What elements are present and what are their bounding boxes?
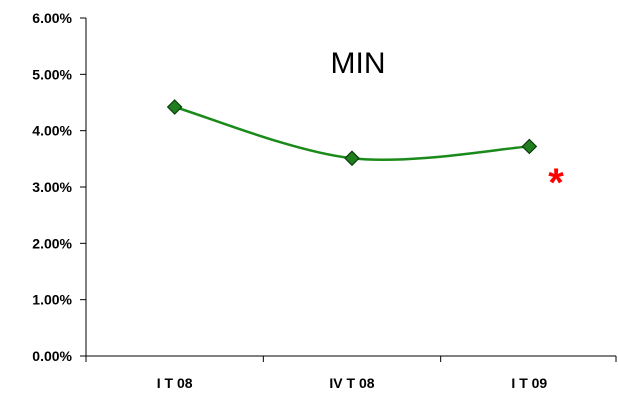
y-tick-label: 5.00% [32,66,72,82]
y-tick-label: 0.00% [32,348,72,364]
y-tick-label: 6.00% [32,10,72,26]
data-point-marker [344,150,360,167]
y-tick-label: 2.00% [32,235,72,251]
y-tick-label: 4.00% [32,123,72,139]
annotation-asterisk: * [548,161,564,205]
series-group [166,99,538,167]
data-point-marker [521,138,538,155]
x-tick-label: I T 09 [511,375,547,391]
x-tick-label: I T 08 [157,375,193,391]
chart-title: MIN [331,47,386,80]
data-point-marker [166,99,183,115]
y-tick-label: 1.00% [32,292,72,308]
x-tick-label: IV T 08 [329,375,374,391]
x-axis: I T 08 IV T 08 I T 09 [85,355,617,391]
y-tick-label: 3.00% [32,179,72,195]
y-axis: 0.00% 1.00% 2.00% 3.00% 4.00% 5.00% 6.00% [32,10,87,364]
